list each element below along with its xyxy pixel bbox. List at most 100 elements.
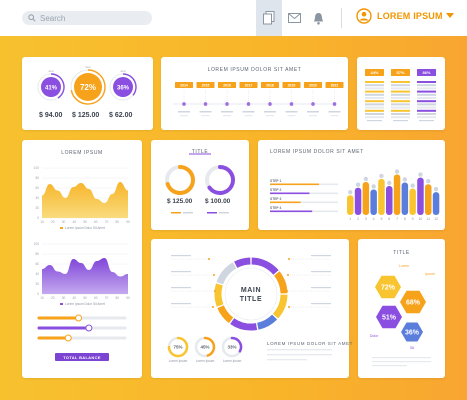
steps-xtick: 3 bbox=[365, 217, 367, 221]
notifications-button[interactable] bbox=[305, 0, 331, 36]
donut-footer-line bbox=[267, 359, 307, 361]
title-amount-2: $ 100.00 bbox=[205, 198, 231, 205]
user-name: LOREM IPSUM bbox=[377, 11, 443, 21]
donut-slice bbox=[272, 294, 288, 319]
top-bar: LOREM IPSUM bbox=[0, 0, 467, 36]
step-label-2: STEP 2 bbox=[270, 188, 281, 192]
donut-footer-title: LOREM IPSUM DOLOR SIT AMET bbox=[267, 341, 354, 346]
area-chart-1-ytick: 100 bbox=[34, 166, 40, 170]
donut-label-dot bbox=[212, 306, 214, 308]
donut-slice bbox=[234, 257, 251, 268]
donut-mini-ring-label-3: 33% bbox=[227, 345, 236, 350]
title-amount-1: $ 125.00 bbox=[167, 198, 193, 205]
slider-handle[interactable] bbox=[75, 314, 83, 322]
document-icon bbox=[263, 11, 275, 25]
step-bar-4 bbox=[270, 210, 313, 213]
timeline-card: LOREM IPSUM DOLOR SIT AMET 2014 2015 2016 2… bbox=[161, 57, 348, 130]
stat-ring-progress-1 bbox=[50, 73, 65, 99]
steps-xtick: 2 bbox=[357, 217, 359, 221]
column-stripe bbox=[391, 116, 410, 119]
search-input[interactable] bbox=[40, 13, 140, 23]
column-stripe bbox=[365, 93, 384, 96]
area-card-title: LOREM IPSUM bbox=[61, 150, 103, 156]
hex-1 bbox=[375, 275, 401, 299]
donut-label-text bbox=[311, 287, 331, 289]
documents-button[interactable] bbox=[256, 0, 282, 36]
hex-3 bbox=[376, 305, 402, 329]
hex-caption-2: Ipsum bbox=[425, 272, 435, 276]
donut-card: 75% Lorem Ipsum 45% Lorem Ipsum 33% Lorem Ips… bbox=[151, 239, 352, 378]
timeline-text-line bbox=[244, 115, 253, 117]
mail-button[interactable] bbox=[281, 0, 307, 36]
column-stripe bbox=[365, 113, 384, 115]
hex-4 bbox=[401, 322, 423, 342]
area-chart-2-ytick: 40 bbox=[35, 272, 39, 276]
hex-1-label: 72% bbox=[381, 285, 396, 292]
area-chart-1-ytick: 20 bbox=[35, 206, 39, 210]
timeline-text-line bbox=[264, 111, 276, 113]
total-balance-button[interactable]: TOTAL BALANCE bbox=[55, 353, 109, 361]
mail-icon bbox=[287, 13, 301, 23]
timeline-text-line bbox=[266, 115, 274, 117]
area-chart-1-xtick: 70 bbox=[105, 220, 109, 224]
timeline-year-label: 2015 bbox=[202, 84, 210, 88]
steps-bar-marker bbox=[433, 186, 439, 192]
donut-label-dot bbox=[213, 274, 215, 276]
donut-label-text bbox=[171, 271, 191, 273]
search-box[interactable] bbox=[22, 11, 152, 25]
hex-4-label: 36% bbox=[405, 330, 420, 337]
timeline-text-line bbox=[328, 111, 341, 113]
column-stripe bbox=[365, 97, 384, 99]
donut-slice bbox=[230, 318, 258, 331]
title-rings-card: TITLE $ 125.00 $ 100.00 bbox=[151, 140, 249, 230]
donut-mini-ring-label-1: 75% bbox=[173, 345, 182, 350]
column-stripe bbox=[391, 103, 410, 106]
steps-bar bbox=[347, 195, 354, 215]
donut-mini-ring-2-arc bbox=[203, 336, 216, 357]
steps-bar bbox=[393, 174, 401, 215]
column-tag-label: 57% bbox=[396, 70, 404, 75]
timeline-year-tab bbox=[282, 82, 301, 88]
column-stripe bbox=[391, 81, 410, 83]
slider-handle[interactable] bbox=[85, 324, 93, 332]
stat-ring-label-3: 36% bbox=[117, 86, 130, 92]
title-ring-2-arc bbox=[207, 165, 235, 195]
hex-text-line bbox=[372, 357, 431, 359]
steps-xtick: 9 bbox=[412, 217, 414, 221]
column-stripe bbox=[391, 113, 410, 115]
donut-label-dot bbox=[286, 290, 288, 292]
column-stripe bbox=[417, 116, 436, 119]
area-chart-1-xtick: 10 bbox=[40, 220, 44, 224]
divider bbox=[341, 8, 342, 28]
chevron-down-icon[interactable] bbox=[445, 13, 454, 19]
user-avatar-icon bbox=[356, 8, 372, 24]
timeline-graphic: 2014 2015 2016 2017 2018 2019 2020 2021 bbox=[173, 82, 344, 117]
title-rings-heading: TITLE bbox=[191, 149, 209, 155]
donut-label-text bbox=[311, 303, 331, 305]
user-menu[interactable]: LOREM IPSUM bbox=[356, 8, 454, 24]
title-caption-line bbox=[171, 212, 181, 214]
column-stripe bbox=[365, 84, 384, 87]
donut-title-2: TITLE bbox=[239, 296, 263, 303]
steps-bar-marker bbox=[363, 176, 369, 182]
area-chart-1-area bbox=[42, 182, 128, 218]
steps-xtick: 1 bbox=[349, 217, 351, 221]
step-bar-2 bbox=[270, 192, 310, 195]
columns-graphic: 44% 57% 86% bbox=[365, 69, 436, 122]
column-stripe bbox=[417, 97, 436, 99]
donut-mini-ring-caption-1: Lorem Ipsum bbox=[169, 359, 188, 363]
column-tag bbox=[391, 69, 410, 76]
step-bar-3 bbox=[270, 201, 301, 204]
steps-bar-marker bbox=[402, 177, 408, 182]
donut-mini-ring-caption-3: Lorem Ipsum bbox=[223, 359, 242, 363]
steps-bar bbox=[401, 182, 409, 215]
steps-bar-marker bbox=[394, 169, 400, 174]
area-chart-2-ytick: 20 bbox=[35, 282, 39, 286]
stat-ring-label-2: 72% bbox=[80, 83, 96, 92]
column-stripe bbox=[417, 90, 436, 93]
stat-value-3: $ 62.00 bbox=[109, 112, 133, 119]
donut-slice bbox=[217, 305, 234, 324]
slider-handle[interactable] bbox=[64, 334, 72, 342]
column-stripe bbox=[391, 87, 410, 90]
